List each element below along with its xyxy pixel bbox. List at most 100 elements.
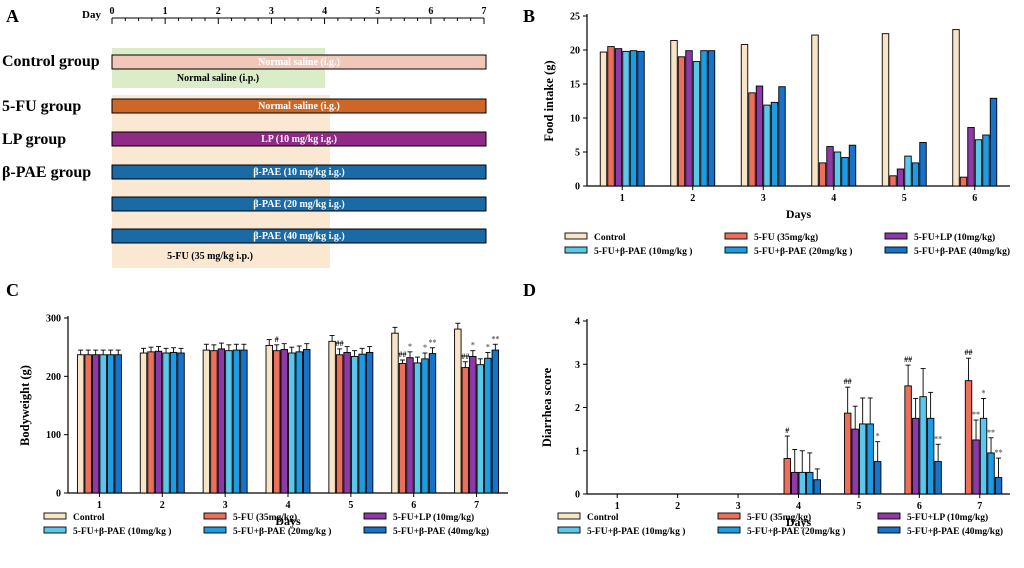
legend-label-lp: 5-FU+LP (10mg/kg) [907,512,988,523]
bar-lp-day-7 [469,356,477,494]
bar-pae20-day-4 [295,351,303,494]
bar-lp-day-5 [343,351,351,494]
panel-d-letter: D [523,280,536,300]
significance-mark-day-6-pae40: ** [428,338,436,347]
x-axis-title: Days [786,207,812,221]
y-tick-label: 200 [46,372,61,383]
bar-lp-day-2 [685,50,693,187]
bar-pae10-day-7 [979,417,988,495]
legend-label-pae10: 5-FU+β-PAE (10mg/kg ) [73,526,171,537]
x-tick-label: 6 [411,500,416,511]
bar-pae20-day-1 [629,50,638,187]
bar-pae10-day-5 [904,155,912,187]
x-tick-label: 6 [917,501,922,512]
bar-fu-day-1 [84,354,92,494]
x-tick-label: 4 [796,501,801,512]
chart-food-intake: 0 5 10 15 20 25 Food intake (g) Days 1 2 3 4 5 6 [542,12,1010,221]
bar-pae40-day-5 [365,351,374,494]
legend-swatch-pae10 [557,526,581,534]
legend-label-control: Control [594,233,626,243]
bar-control-day-5 [328,340,336,494]
legend-diarrhea-score: Control 5-FU (35mg/kg) 5-FU+LP (10mg/kg) 5-… [557,512,1003,537]
bar-pae20-day-5 [866,423,874,495]
significance-mark-day-7-pae20: ** [987,428,995,437]
bar-fu-day-6 [398,363,407,494]
bar-control-day-3 [740,44,749,187]
legend-swatch-pae20 [724,246,748,254]
bar-pae20-day-6 [926,417,935,495]
bar-pae40-day-3 [778,86,786,187]
y-tick-label: 4 [575,317,580,328]
legend-swatch-pae40 [884,246,908,254]
bar-pae40-day-7 [994,477,1003,495]
y-tick-label: 5 [575,148,580,159]
bar-pae20-day-4 [806,471,814,495]
bar-control-day-6 [391,332,399,494]
lp-treatment-label: LP (10 mg/kg i.g.) [261,134,337,145]
x-tick-label: 3 [223,500,228,511]
bar-pae40-day-1 [637,50,645,187]
control-treatment-bar [111,54,487,70]
timeline-day-3: 3 [269,6,274,17]
pae40-treatment-bar [111,228,487,244]
legend-swatch-lp [877,512,901,520]
bar-lp-day-2 [154,350,163,494]
timeline-day-4: 4 [322,6,327,17]
bar-pae10-day-6 [974,139,983,187]
bar-pae20-day-1 [106,354,115,494]
legend-label-fu: 5-FU (35mg/kg) [233,512,297,523]
legend-swatch-pae40 [877,526,901,534]
bar-pae40-day-1 [114,354,122,494]
y-tick-label: 3 [575,360,580,371]
bar-fu-day-5 [843,412,852,495]
legend-swatch-control [564,232,588,240]
bar-control-day-6 [952,29,960,187]
significance-mark-day-6-fu: ## [398,350,406,359]
bar-pae40-day-4 [848,144,857,187]
bar-pae20-day-4 [841,156,849,187]
bar-control-day-1 [599,51,608,187]
y-tick-label: 300 [46,314,61,325]
bar-pae20-day-5 [358,353,366,494]
timeline-day-1: 1 [163,6,168,17]
bar-pae40-day-7 [491,349,500,494]
significance-mark-day-7-fu: ## [965,348,973,357]
x-tick-label: 2 [690,193,695,204]
legend-label-lp: 5-FU+LP (10mg/kg) [393,512,474,523]
bar-lp-day-1 [614,48,623,187]
x-tick-label: 5 [902,193,907,204]
bar-lp-day-1 [91,354,100,494]
bar-pae10-day-6 [919,396,927,495]
legend-label-fu: 5-FU (35mg/kg) [747,512,811,523]
legend-label-pae40: 5-FU+β-PAE (40mg/kg) [914,246,1010,257]
control-treatment-label: Normal saline (i.g.) [258,57,340,68]
pae20-treatment-bar [111,196,487,212]
bar-pae10-day-5 [350,356,359,494]
bar-pae20-day-3 [770,101,779,187]
bar-pae10-day-6 [413,362,422,494]
bar-pae20-day-5 [911,162,920,187]
legend-label-pae40: 5-FU+β-PAE (40mg/kg) [907,526,1003,537]
bar-pae10-day-5 [858,423,867,495]
bar-control-day-4 [811,34,819,187]
x-axis-title: Days [786,515,812,529]
y-tick-label: 2 [575,403,580,414]
panel-a-letter: A [6,6,19,26]
significance-mark-day-7-pae40: ** [995,448,1003,457]
significance-mark-day-7-lp: ** [972,410,980,419]
pae20-treatment-label: β-PAE (20 mg/kg i.g.) [253,199,344,210]
bar-lp-day-4 [826,146,834,187]
legend-swatch-pae10 [43,526,67,534]
x-tick-label: 1 [620,193,625,204]
y-tick-label: 15 [570,80,580,91]
bar-pae10-day-4 [833,151,842,187]
legend-bodyweight: Control 5-FU (35mg/kg) 5-FU+LP (10mg/kg) 5-… [43,512,489,537]
legend-swatch-control [43,512,67,520]
bar-pae20-day-2 [700,50,708,187]
significance-mark-day-6-pae20: * [423,343,427,352]
panel-c-letter: C [6,280,19,300]
legend-label-pae20: 5-FU+β-PAE (20mg/kg ) [747,526,845,537]
bar-control-day-7 [454,328,462,494]
x-axis-title: Days [275,514,301,528]
